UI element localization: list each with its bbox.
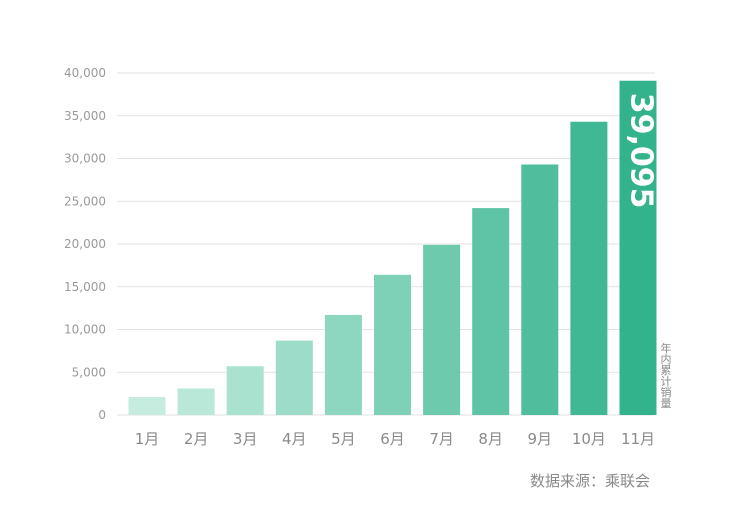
series-label: 年内累计销量 <box>661 341 672 410</box>
bar <box>619 80 657 416</box>
bar <box>570 121 608 416</box>
bars <box>128 80 657 416</box>
x-tick-label: 10月 <box>572 430 606 448</box>
x-tick-label: 6月 <box>380 430 405 448</box>
x-tick-label: 4月 <box>282 430 307 448</box>
x-tick-label: 11月 <box>621 430 655 448</box>
bar <box>128 397 166 415</box>
y-tick-label: 0 <box>98 408 106 422</box>
y-tick-label: 20,000 <box>64 237 106 251</box>
x-tick-label: 5月 <box>331 430 356 448</box>
bar <box>472 208 510 415</box>
y-tick-label: 5,000 <box>72 365 106 379</box>
x-tick-label: 8月 <box>478 430 503 448</box>
bar <box>275 340 313 415</box>
highlight-value-label: 39,095 <box>624 93 659 209</box>
x-tick-label: 9月 <box>528 430 553 448</box>
y-axis-ticks: 0 5,000 10,000 15,000 20,000 25,000 30,000 35,0… <box>64 66 106 422</box>
y-tick-label: 40,000 <box>64 66 106 80</box>
x-axis-labels: 1月 2月 3月 4月 5月 6月 7月 8月 9月 10月 11月 <box>135 430 655 448</box>
bar <box>226 366 264 415</box>
source-note: 数据来源：乘联会 <box>530 472 650 490</box>
bar <box>374 274 411 415</box>
grid-lines <box>117 72 655 416</box>
x-tick-label: 7月 <box>429 430 454 448</box>
bar <box>177 388 215 415</box>
y-tick-label: 25,000 <box>64 194 106 208</box>
x-tick-label: 2月 <box>184 430 209 448</box>
bar <box>521 164 559 415</box>
y-tick-label: 10,000 <box>64 323 106 337</box>
x-tick-label: 3月 <box>233 430 258 448</box>
x-tick-label: 1月 <box>135 430 160 448</box>
y-tick-label: 15,000 <box>64 280 106 294</box>
bar <box>423 244 461 415</box>
bar <box>324 314 362 415</box>
y-tick-label: 30,000 <box>64 152 106 166</box>
y-tick-label: 35,000 <box>64 109 106 123</box>
